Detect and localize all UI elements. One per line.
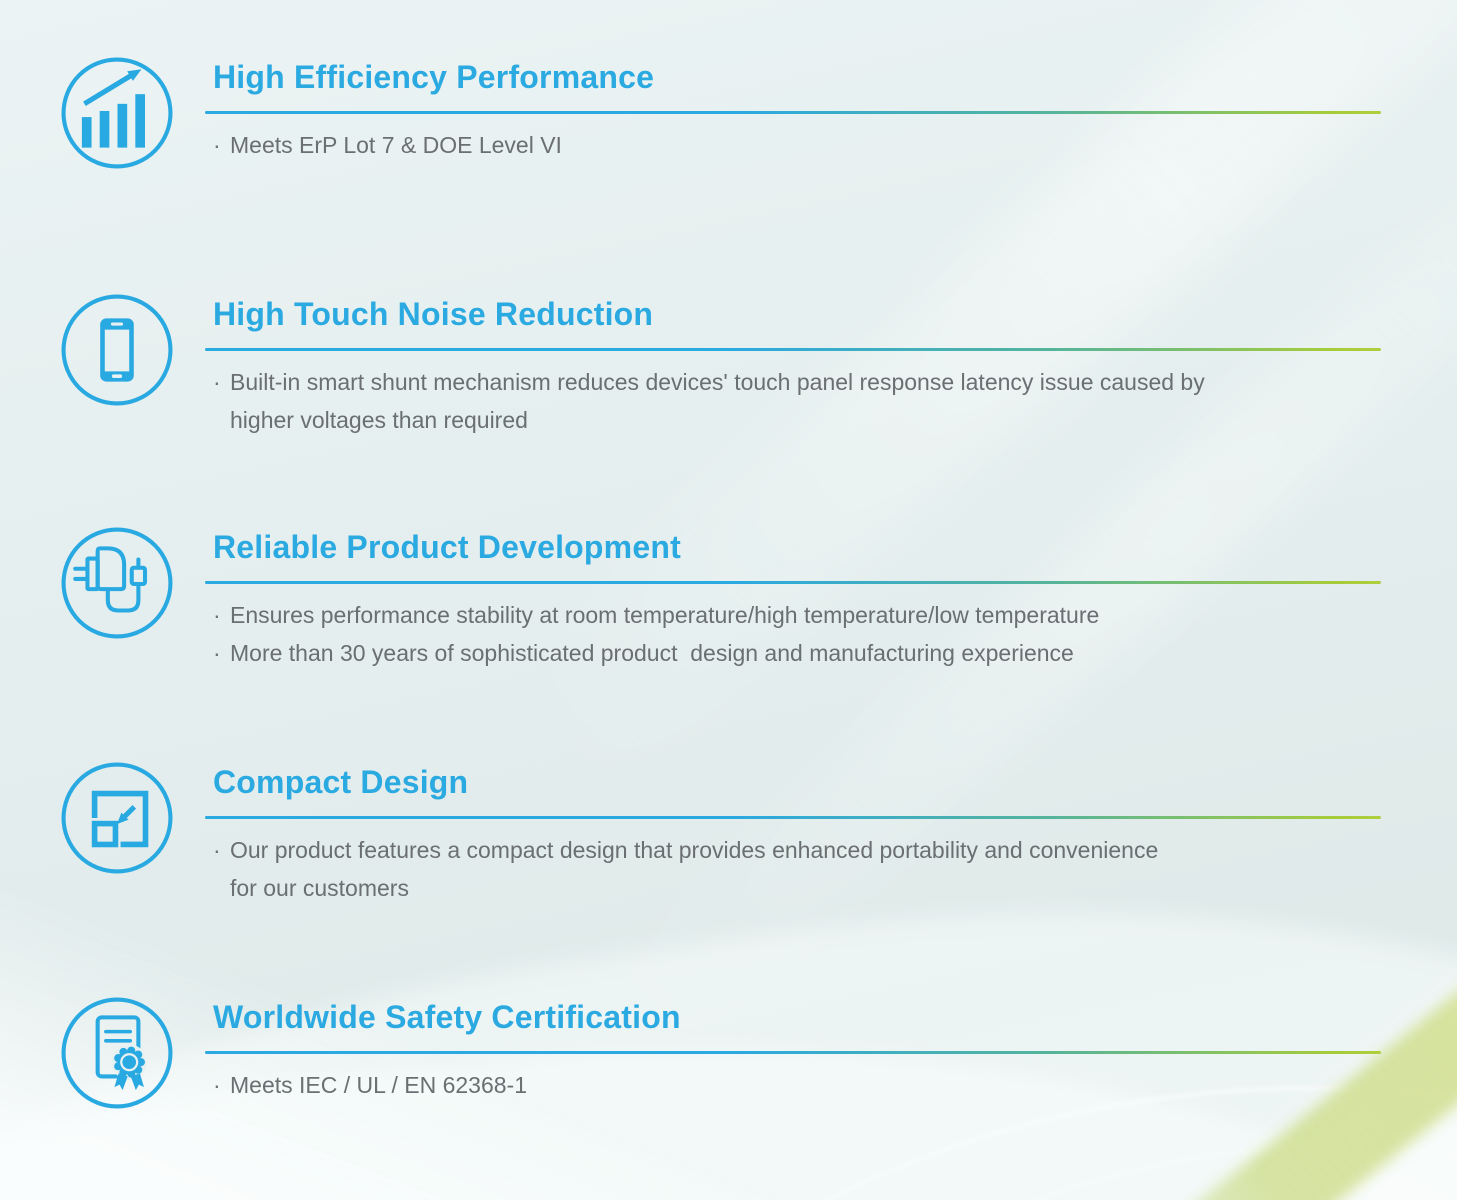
title-underline: [205, 581, 1381, 584]
bullet-list: · Meets IEC / UL / EN 62368-1: [213, 1066, 1457, 1104]
bullet-item: · Ensures performance stability at room …: [213, 596, 1457, 634]
bullet-item: · Built-in smart shunt mechanism reduces…: [213, 363, 1457, 439]
title-underline: [205, 1051, 1381, 1054]
certificate-icon: [61, 997, 173, 1109]
growth-chart-icon: [61, 57, 173, 169]
title-underline: [205, 816, 1381, 819]
title-underline: [205, 348, 1381, 351]
bullet-list: · Built-in smart shunt mechanism reduces…: [213, 363, 1457, 439]
bullet-marker: ·: [213, 640, 221, 666]
bullet-text: Built-in smart shunt mechanism reduces d…: [230, 369, 1212, 433]
feature-content: Reliable Product Development · Ensures p…: [205, 527, 1457, 672]
feature-section-safety-certification: Worldwide Safety Certification · Meets I…: [0, 997, 1457, 1109]
title-underline: [205, 111, 1381, 114]
feature-section-touch-noise: High Touch Noise Reduction · Built-in sm…: [0, 294, 1457, 439]
feature-content: Worldwide Safety Certification · Meets I…: [205, 997, 1457, 1104]
feature-content: High Efficiency Performance · Meets ErP …: [205, 57, 1457, 164]
feature-section-compact-design: Compact Design · Our product features a …: [0, 762, 1457, 907]
feature-section-high-efficiency: High Efficiency Performance · Meets ErP …: [0, 57, 1457, 169]
bullet-text: Ensures performance stability at room te…: [230, 602, 1100, 628]
bullet-marker: ·: [213, 1072, 221, 1098]
feature-title: High Touch Noise Reduction: [213, 296, 654, 332]
bullet-list: · Ensures performance stability at room …: [213, 596, 1457, 672]
feature-title: Worldwide Safety Certification: [213, 999, 681, 1035]
compact-resize-icon: [61, 762, 173, 874]
smartphone-icon: [61, 294, 173, 406]
bullet-text: Our product features a compact design th…: [230, 837, 1165, 901]
power-adapter-icon: [61, 527, 173, 639]
bullet-item: · Our product features a compact design …: [213, 831, 1457, 907]
feature-title: High Efficiency Performance: [213, 59, 655, 95]
bullet-text: Meets ErP Lot 7 & DOE Level VI: [230, 132, 562, 158]
bullet-marker: ·: [213, 369, 221, 395]
bullet-item: · Meets IEC / UL / EN 62368-1: [213, 1066, 1457, 1104]
bullet-text: Meets IEC / UL / EN 62368-1: [230, 1072, 528, 1098]
bullet-item: · Meets ErP Lot 7 & DOE Level VI: [213, 126, 1457, 164]
bullet-list: · Our product features a compact design …: [213, 831, 1457, 907]
feature-content: High Touch Noise Reduction · Built-in sm…: [205, 294, 1457, 439]
feature-title: Compact Design: [213, 764, 469, 800]
bullet-list: · Meets ErP Lot 7 & DOE Level VI: [213, 126, 1457, 164]
feature-title: Reliable Product Development: [213, 529, 681, 565]
bullet-marker: ·: [213, 837, 221, 863]
bullet-marker: ·: [213, 602, 221, 628]
feature-section-reliable-development: Reliable Product Development · Ensures p…: [0, 527, 1457, 672]
feature-content: Compact Design · Our product features a …: [205, 762, 1457, 907]
bullet-item: · More than 30 years of sophisticated pr…: [213, 634, 1457, 672]
bullet-text: More than 30 years of sophisticated prod…: [230, 640, 1074, 666]
bullet-marker: ·: [213, 132, 221, 158]
